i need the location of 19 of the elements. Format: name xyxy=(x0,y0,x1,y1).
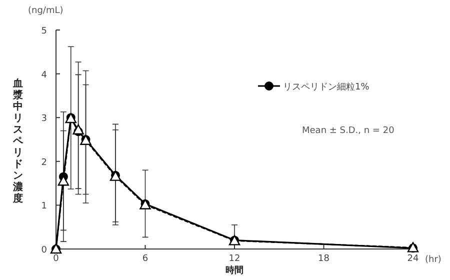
y-tick-label: 3 xyxy=(41,114,47,124)
text: (ng/mL) xyxy=(28,6,64,16)
x-tick-label: 12 xyxy=(228,254,240,264)
y-tick-label: 1 xyxy=(41,202,47,212)
point xyxy=(58,176,70,186)
y-tick-label: 4 xyxy=(41,70,48,80)
text: 血漿中リスペリドン濃度 xyxy=(13,78,23,204)
y-tick-label: 5 xyxy=(41,26,47,36)
x-tick-label: 24 xyxy=(407,254,419,264)
text: (hr) xyxy=(425,255,442,265)
x-tick-label: 6 xyxy=(142,254,148,264)
legend-label: リスペリドン細粒1% xyxy=(283,82,370,92)
annotation: Mean ± S.D., n = 20 xyxy=(302,126,395,136)
y-tick-label: 2 xyxy=(41,158,47,168)
y-tick-label: 0 xyxy=(41,246,48,256)
x-axis-title: 時間 xyxy=(226,265,244,276)
x-tick-label: 18 xyxy=(318,254,330,264)
point xyxy=(72,124,84,134)
x-tick-label: 0 xyxy=(53,254,60,264)
